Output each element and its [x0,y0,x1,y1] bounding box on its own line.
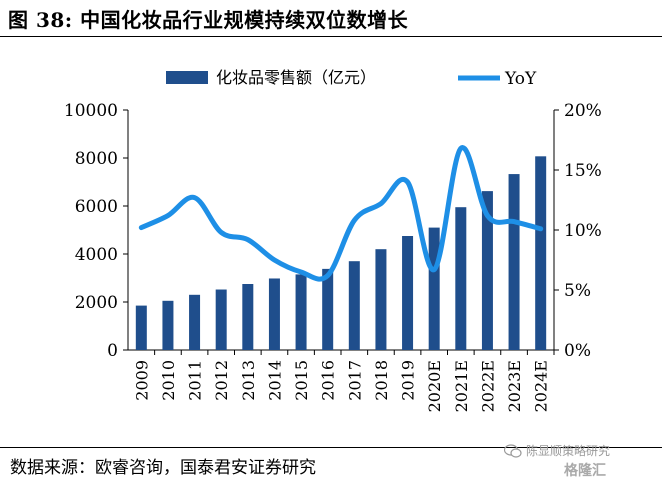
bottom-rule [0,447,662,448]
watermark-line1: 陈显顺策略研究 [526,444,611,458]
figure-title: 图 38: 中国化妆品行业规模持续双位数增长 [8,8,409,32]
x-tick-label: 2019 [399,360,418,401]
wechat-icon [504,444,522,458]
x-tick-label: 2009 [132,360,151,401]
x-tick-label: 2022E [478,360,497,412]
watermark-line2: 格隆汇 [564,463,606,479]
x-tick-label: 2023E [505,360,524,412]
bar [135,305,147,350]
y-right-tick-label: 20% [564,101,602,121]
bar [428,227,440,350]
y-left-tick-label: 0 [107,341,118,361]
y-right-tick-label: 10% [564,221,602,241]
bar [189,294,201,350]
bar [268,278,280,350]
bar [295,274,307,350]
x-tick-labels: 2009 2010 2011 2012 2013 2014 2015 2016 2017 2018… [132,360,550,412]
legend-bar-swatch [166,71,208,84]
x-tick-label: 2018 [372,360,391,401]
y-right-tick-label: 5% [564,281,591,301]
x-tick-label: 2015 [292,360,311,401]
y-right-tick-label: 0% [564,341,591,361]
bar [535,156,547,350]
x-tick-label: 2011 [186,360,205,401]
legend-line-label: YoY [504,69,537,89]
bar-series [135,156,555,355]
y-right-tick-label: 15% [564,161,602,181]
bar [348,261,360,350]
bar [455,207,467,350]
bar [375,249,387,350]
top-rule [0,36,662,37]
source-note: 数据来源：欧睿咨询，国泰君安证券研究 [10,458,316,478]
bar [162,300,174,350]
legend-bar-label: 化妆品零售额（亿元） [216,68,376,87]
y-right-ticks: 0% 5% 10% 15% 20% [554,101,602,361]
x-tick-label: 2012 [212,360,231,401]
y-left-tick-label: 4000 [75,245,118,265]
x-tick-label: 2017 [345,360,364,401]
bar [215,289,227,350]
x-tick-label: 2014 [265,360,284,401]
x-tick-label: 2013 [239,360,258,401]
bar [322,268,334,350]
y-left-tick-label: 10000 [64,101,118,121]
x-tick-label: 2020E [425,360,444,412]
x-tick-label: 2024E [532,360,551,412]
x-tick-label: 2021E [452,360,471,412]
bar [481,191,493,350]
yoy-line [138,145,544,282]
y-left-tick-label: 2000 [75,293,118,313]
bar [508,174,520,350]
y-left-tick-label: 6000 [75,197,118,217]
y-left-tick-label: 8000 [75,149,118,169]
x-tick-label: 2016 [319,360,338,401]
chart: 化妆品零售额（亿元） YoY 0 2000 4000 6000 8000 10000 0%… [64,68,602,412]
bar [242,284,254,350]
x-tick-label: 2010 [159,360,178,401]
watermark: 陈显顺策略研究 格隆汇 [504,440,654,482]
bar [402,236,414,350]
y-left-ticks: 0 2000 4000 6000 8000 10000 [64,101,128,361]
